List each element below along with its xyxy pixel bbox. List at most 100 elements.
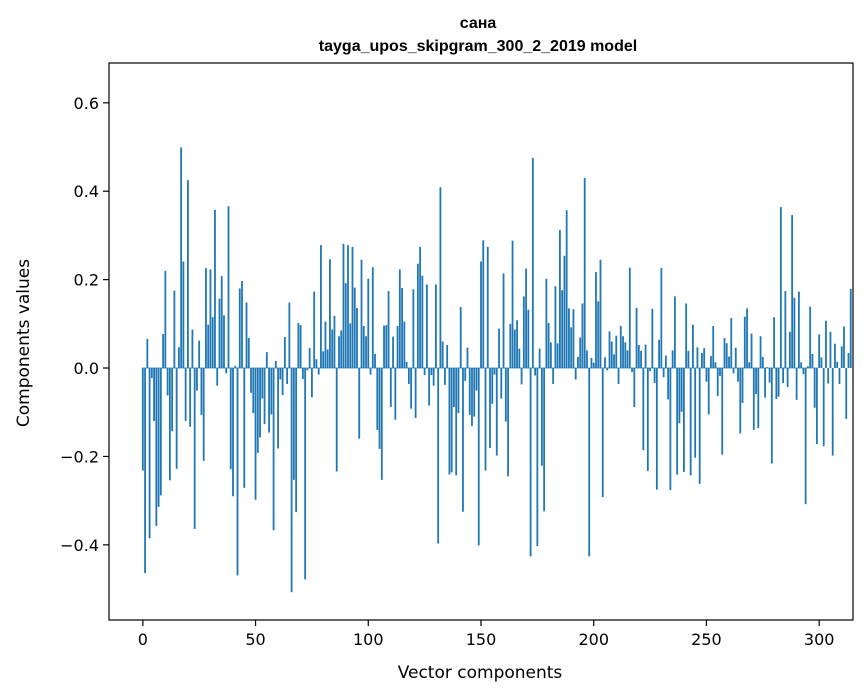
bar-150 [480,261,482,369]
bar-81 [324,321,327,369]
bar-130 [435,284,437,369]
bar-84 [331,329,334,369]
bar-263 [734,347,737,369]
bar-305 [829,331,832,369]
bar-227 [653,368,656,384]
bar-86 [335,368,338,472]
bar-122 [416,263,419,369]
bar-21 [189,368,192,427]
bar-22 [191,329,194,369]
bar-148 [475,368,478,391]
bar-233 [667,368,670,400]
bar-204 [601,368,604,498]
bar-171 [527,309,530,369]
bar-208 [610,341,613,369]
bar-57 [270,368,273,415]
bar-166 [516,320,518,369]
bar-181 [549,342,552,369]
bar-33 [216,368,219,386]
bar-138 [453,368,455,407]
bar-8 [159,368,162,496]
y-tick-label: −0.4 [60,536,99,555]
bar-284 [782,368,785,384]
bar-307 [834,343,836,369]
bar-50 [254,368,257,500]
bar-12 [168,368,171,481]
bar-193 [577,356,579,369]
bar-300 [818,334,821,369]
bar-276 [764,368,766,398]
bar-230 [660,268,663,369]
bar-197 [586,350,588,369]
bar-296 [809,306,812,369]
bar-101 [369,368,372,375]
chart-title: сана [460,15,497,32]
bar-270 [750,333,753,369]
bar-188 [565,210,568,369]
bar-174 [534,368,537,376]
bar-19 [184,368,187,422]
bar-178 [543,368,546,512]
bar-265 [739,368,742,434]
bar-301 [820,357,823,369]
bar-153 [486,246,489,369]
bar-71 [301,368,304,380]
bar-5 [153,368,155,422]
bar-126 [425,284,428,369]
bar-140 [457,368,460,414]
bar-226 [651,308,654,369]
bar-291 [797,291,800,369]
bar-142 [462,368,464,512]
bar-237 [676,368,679,475]
x-tick-label: 200 [578,630,609,649]
bar-238 [678,368,681,424]
bar-94 [353,287,356,369]
bar-214 [624,342,627,369]
bar-73 [306,368,309,371]
bar-44 [241,280,243,369]
bar-159 [500,368,503,399]
bar-290 [795,368,798,400]
bar-286 [786,368,789,388]
bar-149 [477,368,480,546]
bar-83 [329,259,331,369]
bar-61 [279,368,282,380]
bar-78 [317,368,320,375]
bar-158 [498,328,500,369]
bar-218 [633,368,636,407]
bar-82 [326,349,329,369]
bar-116 [403,321,406,369]
bar-211 [617,368,620,384]
bar-55 [265,352,268,369]
bar-262 [732,368,735,374]
bar-47 [247,337,250,369]
bar-271 [752,368,755,430]
bar-275 [761,356,764,369]
bar-32 [214,209,216,369]
bar-248 [701,352,703,369]
bar-146 [471,368,473,426]
bar-162 [507,368,509,477]
bar-87 [338,336,340,369]
bar-13 [171,368,174,432]
bar-281 [775,368,778,399]
bar-298 [813,368,816,408]
bar-179 [545,278,548,369]
bar-143 [464,368,467,381]
bar-137 [450,368,453,473]
bar-59 [274,360,277,369]
y-tick-label: 0.4 [74,182,99,201]
bar-213 [622,336,624,369]
bar-102 [371,267,374,369]
bar-192 [574,368,577,380]
bar-236 [673,296,676,369]
bar-135 [446,345,449,369]
bar-312 [845,368,848,419]
x-tick-label: 100 [353,630,384,649]
bar-6 [155,368,158,526]
bar-58 [272,368,275,531]
bar-1 [144,368,146,574]
bar-132 [439,187,442,369]
x-tick-label: 300 [804,630,835,649]
bar-37 [225,368,228,374]
